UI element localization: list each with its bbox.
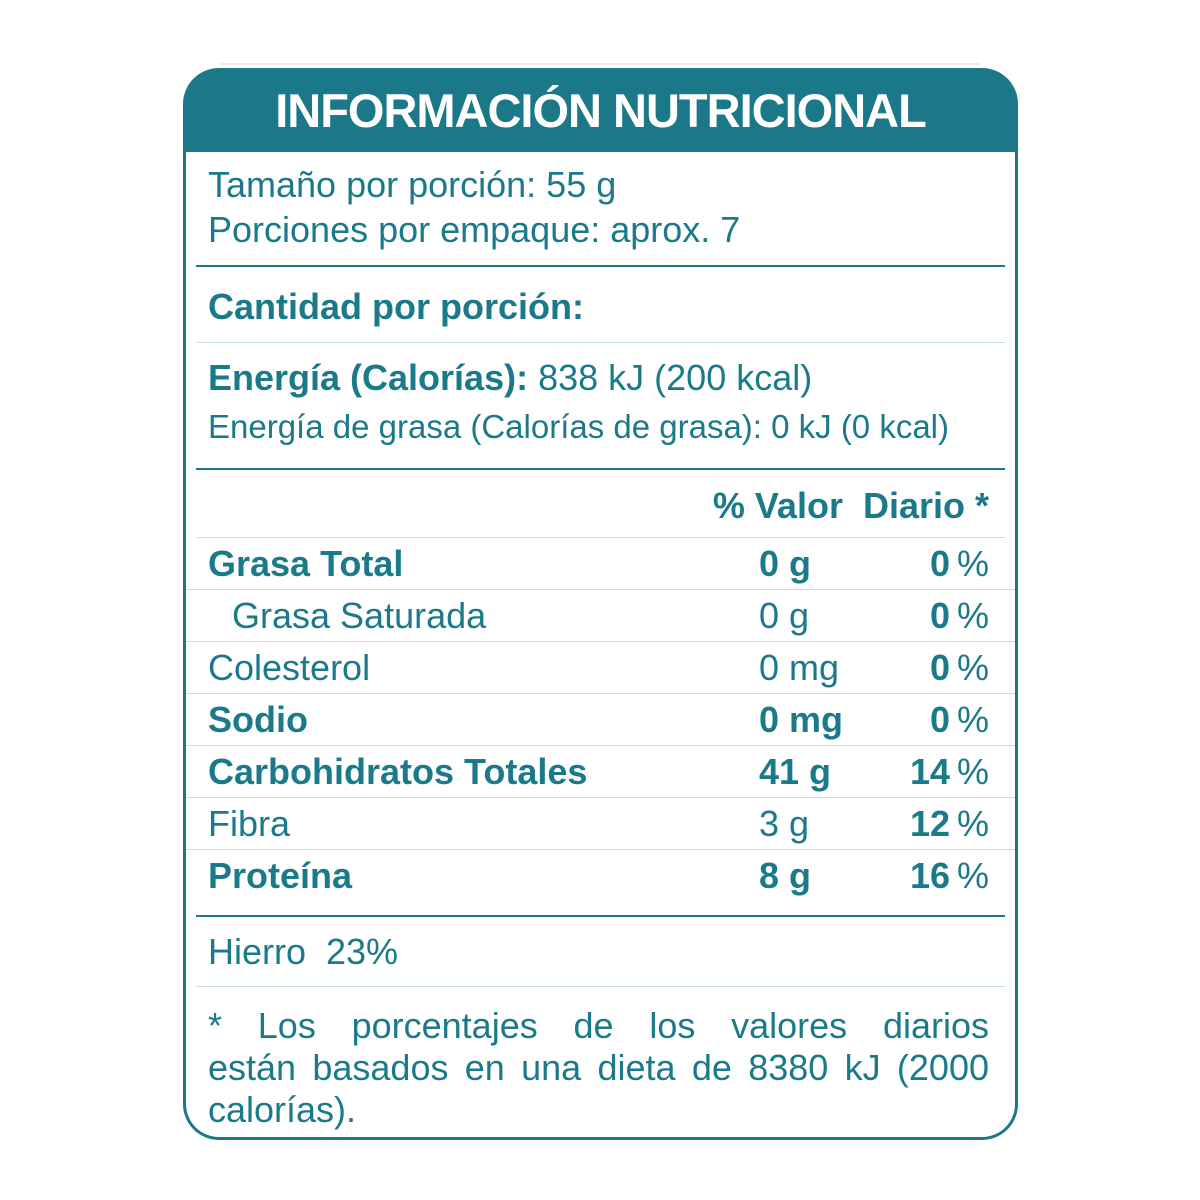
percent-sign: %: [956, 802, 989, 844]
table-row: Proteína 8 g 16%: [186, 850, 1015, 902]
nutrient-amount: 0 mg: [759, 646, 840, 688]
daily-value-number: 0: [929, 646, 950, 688]
table-row: Grasa Saturada 0 g 0%: [186, 590, 1015, 642]
serving-info: Tamaño por porción: 55 g Porciones por e…: [186, 152, 1015, 265]
section-divider: [196, 468, 1005, 470]
nutrient-daily-value: 0%: [887, 595, 989, 637]
energy-line: Energía (Calorías): 838 kJ (200 kcal): [208, 354, 989, 402]
daily-value-number: 16: [909, 855, 950, 896]
nutrition-label: INFORMACIÓN NUTRICIONAL Tamaño por porci…: [183, 63, 1018, 1140]
nutrient-daily-value: 14%: [887, 751, 989, 793]
energy-label: Energía (Calorías):: [208, 357, 529, 398]
row-divider: [196, 986, 1005, 987]
nutrient-name: Grasa Total: [208, 542, 404, 584]
iron-label: Hierro: [208, 930, 307, 972]
nutrient-daily-value: 0%: [887, 543, 989, 585]
row-divider: [196, 537, 1005, 538]
table-row: Colesterol 0 mg 0%: [186, 642, 1015, 694]
energy-section: Energía (Calorías): 838 kJ (200 kcal) En…: [186, 343, 1015, 468]
nutrient-amount: 0 g: [759, 594, 810, 636]
nutrient-amount: 0 g: [759, 542, 812, 584]
percent-sign: %: [956, 646, 989, 688]
daily-value-column-header: % Valor Diario *: [712, 485, 989, 526]
percent-sign: %: [956, 594, 989, 636]
label-body: Tamaño por porción: 55 g Porciones por e…: [183, 152, 1018, 1140]
nutrient-name: Fibra: [208, 802, 291, 844]
table-row: Carbohidratos Totales 41 g 14%: [186, 746, 1015, 798]
nutrient-amount: 3 g: [759, 802, 810, 844]
label-title: INFORMACIÓN NUTRICIONAL: [275, 83, 927, 137]
table-row: Sodio 0 mg 0%: [186, 694, 1015, 746]
daily-value-footnote: * Los porcentajes de los valores diarios…: [186, 987, 1015, 1131]
nutrient-name: Colesterol: [208, 646, 371, 688]
percent-sign: %: [956, 750, 989, 792]
serving-size-line: Tamaño por porción: 55 g: [208, 164, 617, 205]
nutrient-amount: 0 mg: [759, 698, 844, 740]
nutrient-daily-value: 0%: [887, 699, 989, 741]
amount-per-serving-heading: Cantidad por porción:: [208, 286, 584, 327]
daily-value-number: 0: [929, 542, 950, 584]
nutrient-amount: 41 g: [759, 750, 832, 792]
label-header: INFORMACIÓN NUTRICIONAL: [183, 68, 1018, 152]
nutrient-daily-value: 16%: [887, 855, 989, 897]
footnote-line: calorías).: [208, 1089, 357, 1130]
nutrient-daily-value: 12%: [887, 803, 989, 845]
table-row: Fibra 3 g 12%: [186, 798, 1015, 850]
daily-value-number: 0: [929, 594, 950, 636]
nutrient-daily-value: 0%: [887, 647, 989, 689]
daily-value-number: 14: [909, 750, 950, 792]
nutrient-table: Grasa Total 0 g 0% Grasa Saturada 0 g 0%…: [186, 538, 1015, 902]
footnote-line: están basados en una dieta de 8380 kJ (2…: [208, 1047, 989, 1088]
section-divider: [196, 915, 1005, 917]
percent-sign: %: [956, 698, 989, 740]
nutrient-name: Carbohidratos Totales: [208, 750, 588, 792]
iron-value: 23%: [326, 930, 399, 972]
section-divider: [196, 265, 1005, 267]
table-row: Grasa Total 0 g 0%: [186, 538, 1015, 590]
energy-value: 838 kJ (200 kcal): [528, 357, 813, 398]
daily-value-number: 0: [929, 698, 950, 740]
top-hairline-decoration: [221, 63, 980, 65]
nutrient-name: Proteína: [208, 855, 353, 896]
row-divider: [196, 342, 1005, 343]
nutrient-name: Sodio: [208, 698, 308, 740]
iron-row: Hierro 23%: [186, 917, 1015, 986]
servings-per-package-line: Porciones por empaque: aprox. 7: [208, 209, 741, 250]
nutrient-name: Grasa Saturada: [232, 594, 487, 636]
spacer: [186, 902, 1015, 915]
energy-from-fat-line: Energía de grasa (Calorías de grasa): 0 …: [208, 408, 950, 445]
percent-sign: %: [956, 855, 989, 896]
daily-value-number: 12: [909, 802, 950, 844]
percent-sign: %: [956, 542, 989, 584]
nutrient-amount: 8 g: [759, 855, 812, 896]
footnote-line: * Los porcentajes de los valores diarios: [208, 1005, 989, 1046]
